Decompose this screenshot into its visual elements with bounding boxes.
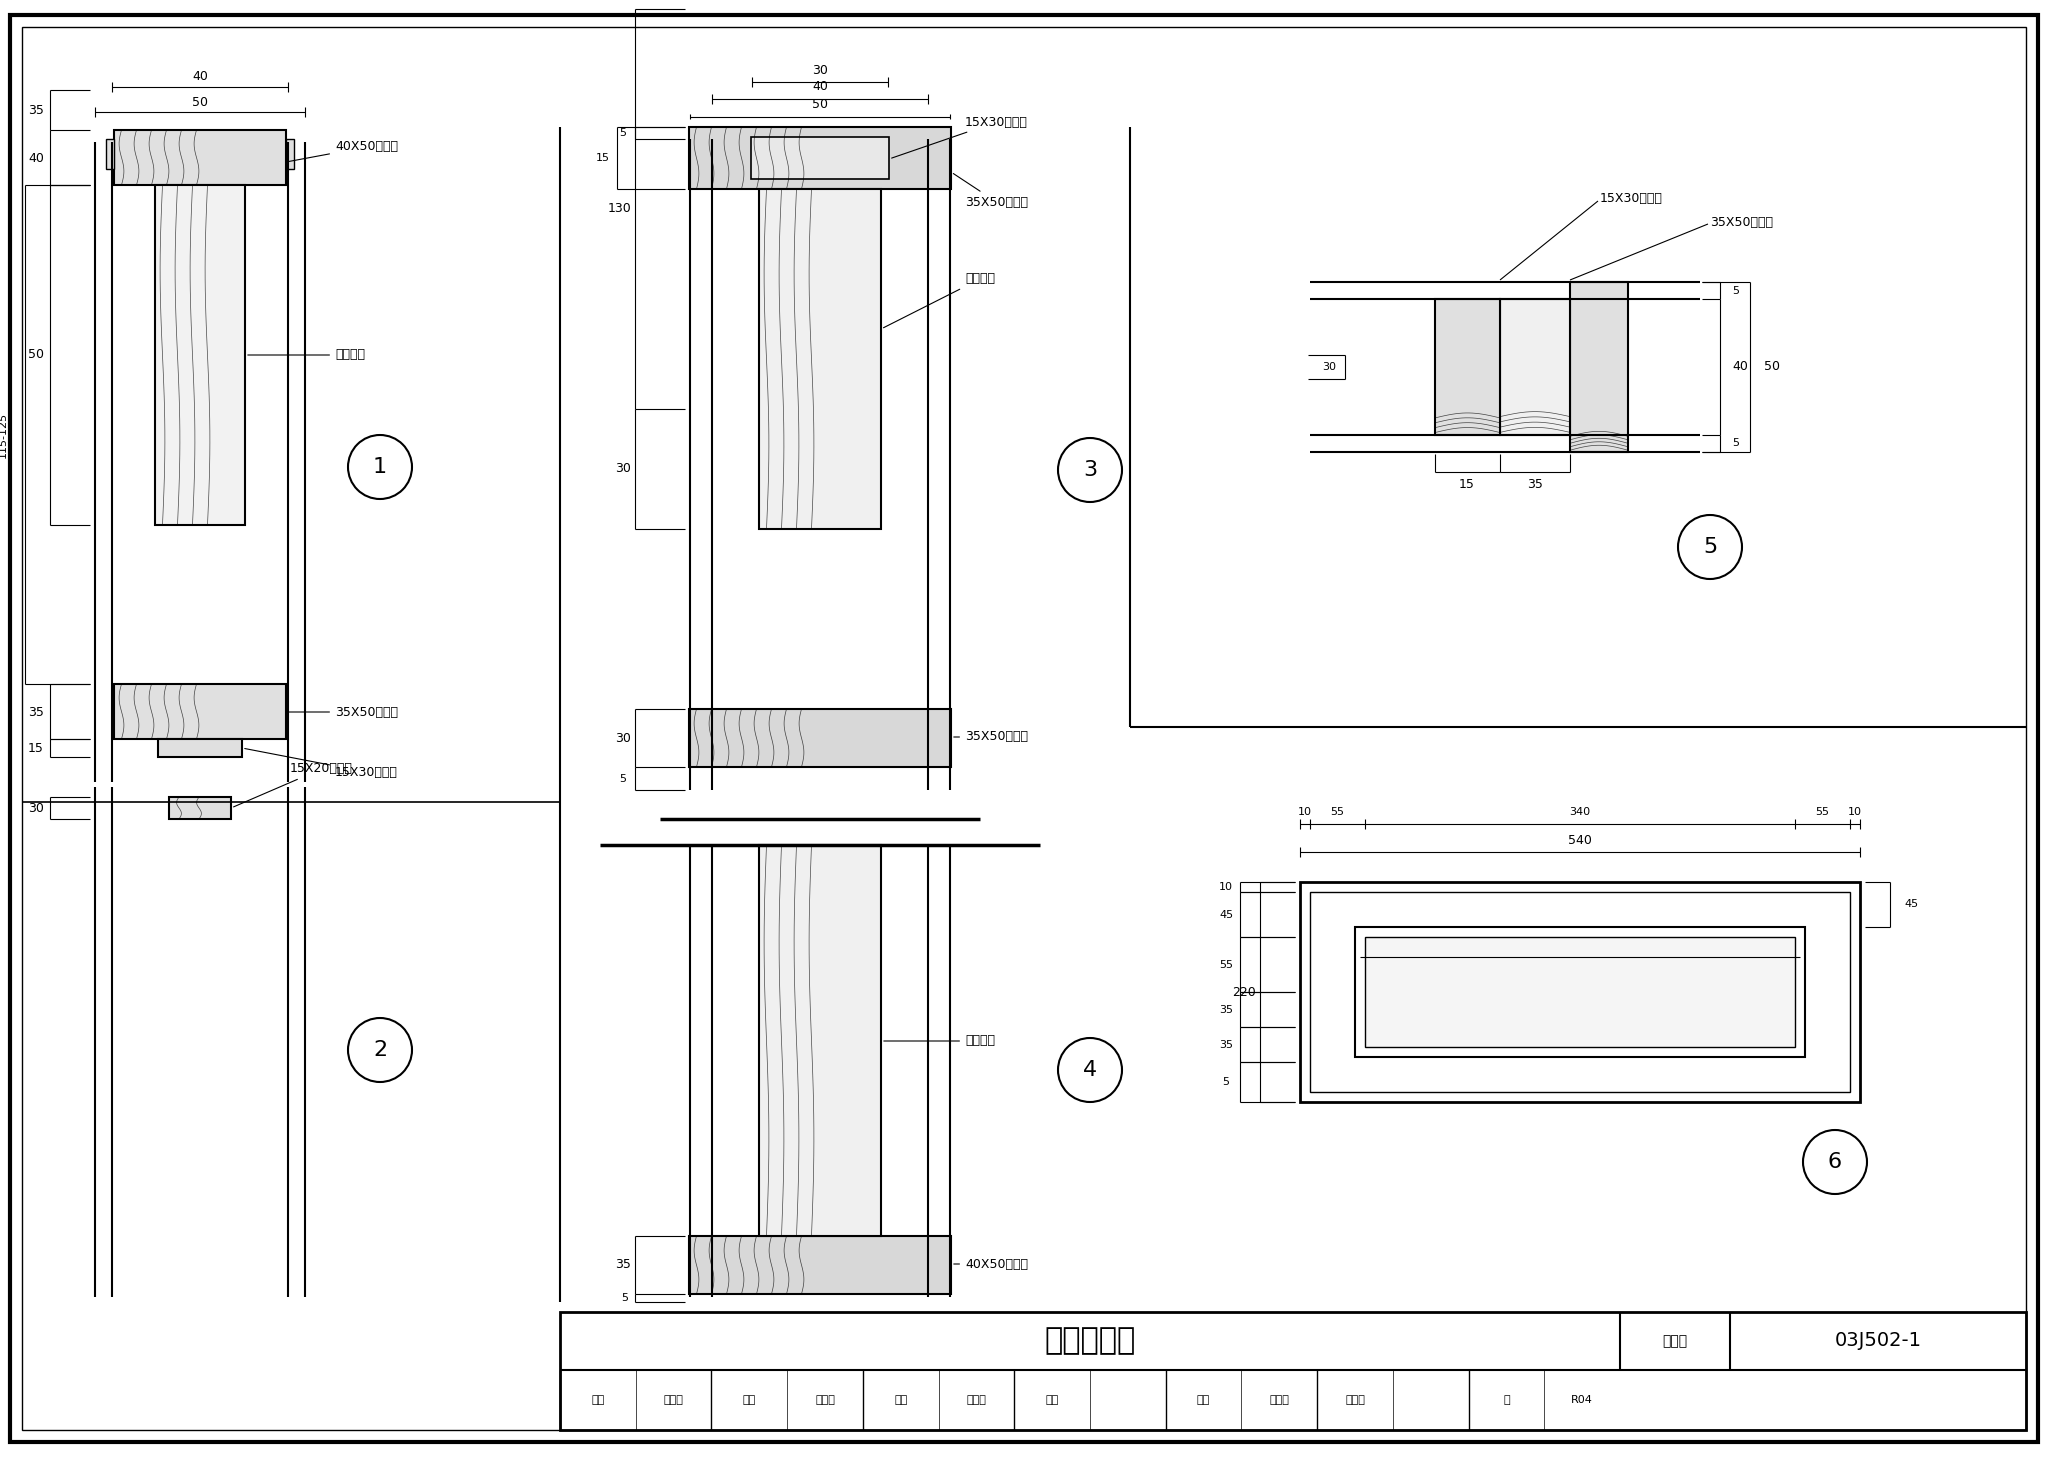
Text: 40X50实木方: 40X50实木方	[954, 1257, 1028, 1271]
Text: 审核: 审核	[592, 1394, 604, 1405]
Bar	[760, 189, 881, 529]
Bar	[156, 185, 246, 525]
Text: 35: 35	[29, 103, 43, 117]
Bar	[1436, 299, 1499, 436]
Text: 饶良修: 饶良修	[664, 1394, 684, 1405]
Text: 页: 页	[1503, 1394, 1509, 1405]
Bar	[688, 127, 950, 189]
Text: 40: 40	[193, 70, 209, 83]
Text: 30: 30	[614, 731, 631, 745]
Bar	[115, 130, 287, 185]
Text: 35: 35	[1219, 1005, 1233, 1016]
Text: 55: 55	[1815, 807, 1829, 817]
Text: 03J502-1: 03J502-1	[1835, 1332, 1921, 1351]
Bar	[559, 1311, 2025, 1429]
Text: 45: 45	[1219, 911, 1233, 919]
Text: 340: 340	[1569, 807, 1591, 817]
Text: 朱受夏: 朱受夏	[967, 1394, 987, 1405]
Text: 审核人: 审核人	[1346, 1394, 1364, 1405]
Text: 5: 5	[618, 128, 627, 138]
Text: 饶小个: 饶小个	[815, 1394, 836, 1405]
Bar	[1356, 927, 1804, 1056]
Text: 校对: 校对	[895, 1394, 907, 1405]
Text: 5: 5	[1733, 439, 1739, 447]
Text: 220: 220	[1233, 985, 1255, 998]
Text: 15X20实木方: 15X20实木方	[233, 762, 352, 807]
Text: 5: 5	[1223, 1077, 1229, 1087]
Bar	[115, 683, 287, 739]
Text: 50: 50	[193, 96, 209, 108]
Text: 30: 30	[1323, 361, 1335, 372]
Bar	[1571, 283, 1628, 452]
Text: 35X50实木方: 35X50实木方	[954, 730, 1028, 743]
Text: 3: 3	[1083, 460, 1098, 479]
Bar	[158, 739, 242, 758]
Text: 4: 4	[1083, 1061, 1098, 1080]
Text: 45: 45	[1905, 899, 1919, 909]
Text: 540: 540	[1569, 833, 1591, 847]
Text: 130: 130	[608, 203, 633, 216]
Text: 5: 5	[621, 1292, 629, 1303]
Bar	[688, 710, 950, 766]
Bar	[1499, 299, 1571, 436]
Text: 5: 5	[1702, 538, 1716, 557]
Text: 实木镶板: 实木镶板	[883, 272, 995, 328]
Text: 50: 50	[811, 99, 827, 112]
Text: 绘制: 绘制	[743, 1394, 756, 1405]
Text: 35: 35	[29, 705, 43, 718]
Bar	[752, 137, 889, 179]
Text: 图集号: 图集号	[1663, 1335, 1688, 1348]
Text: R04: R04	[1571, 1394, 1593, 1405]
Text: 6: 6	[1829, 1152, 1841, 1171]
Text: 40X50实木方: 40X50实木方	[289, 140, 397, 162]
Text: 50: 50	[29, 348, 43, 361]
Text: 实木镶板: 实木镶板	[248, 348, 365, 361]
Bar	[1311, 892, 1849, 1091]
Text: 15X30实木方: 15X30实木方	[891, 115, 1028, 159]
Bar	[106, 138, 115, 169]
Text: 35X50实木方: 35X50实木方	[289, 705, 397, 718]
Text: 30: 30	[614, 462, 631, 475]
Bar	[760, 845, 881, 1236]
Text: 15: 15	[1458, 478, 1475, 491]
Text: 40: 40	[813, 80, 827, 93]
Text: 15X30实木方: 15X30实木方	[1599, 192, 1663, 205]
Text: 35: 35	[1528, 478, 1542, 491]
Text: 屏扇（四）: 屏扇（四）	[1044, 1326, 1137, 1355]
Text: 审定: 审定	[1047, 1394, 1059, 1405]
Text: 5: 5	[1733, 286, 1739, 296]
Text: 35: 35	[1219, 1040, 1233, 1050]
Text: 115-125: 115-125	[0, 412, 8, 457]
Text: 2: 2	[373, 1040, 387, 1061]
Bar	[1366, 937, 1794, 1048]
Text: 设计: 设计	[1196, 1394, 1210, 1405]
Bar	[287, 138, 295, 169]
Text: 30: 30	[813, 64, 827, 77]
Text: 10: 10	[1847, 807, 1862, 817]
Text: 35X50实木方: 35X50实木方	[1710, 216, 1774, 229]
Text: 40: 40	[29, 152, 43, 165]
Text: 40: 40	[1733, 360, 1747, 373]
Bar	[170, 797, 231, 819]
Text: 35X50实木方: 35X50实木方	[952, 173, 1028, 208]
Text: 35: 35	[614, 1259, 631, 1272]
Text: 10: 10	[1298, 807, 1313, 817]
Text: 55: 55	[1331, 807, 1343, 817]
Text: 15X30实木方: 15X30实木方	[244, 749, 397, 778]
Text: 30: 30	[29, 801, 43, 814]
Text: 5: 5	[618, 774, 627, 784]
Bar	[688, 1236, 950, 1294]
Text: 50: 50	[1763, 360, 1780, 373]
Text: 15: 15	[29, 742, 43, 755]
Bar	[1300, 881, 1860, 1101]
Text: 55: 55	[1219, 960, 1233, 970]
Text: 实木镶板: 实木镶板	[885, 1034, 995, 1048]
Text: 10: 10	[1219, 881, 1233, 892]
Text: 15: 15	[596, 153, 610, 163]
Text: 1: 1	[373, 457, 387, 476]
Text: 郭雅娟: 郭雅娟	[1270, 1394, 1290, 1405]
